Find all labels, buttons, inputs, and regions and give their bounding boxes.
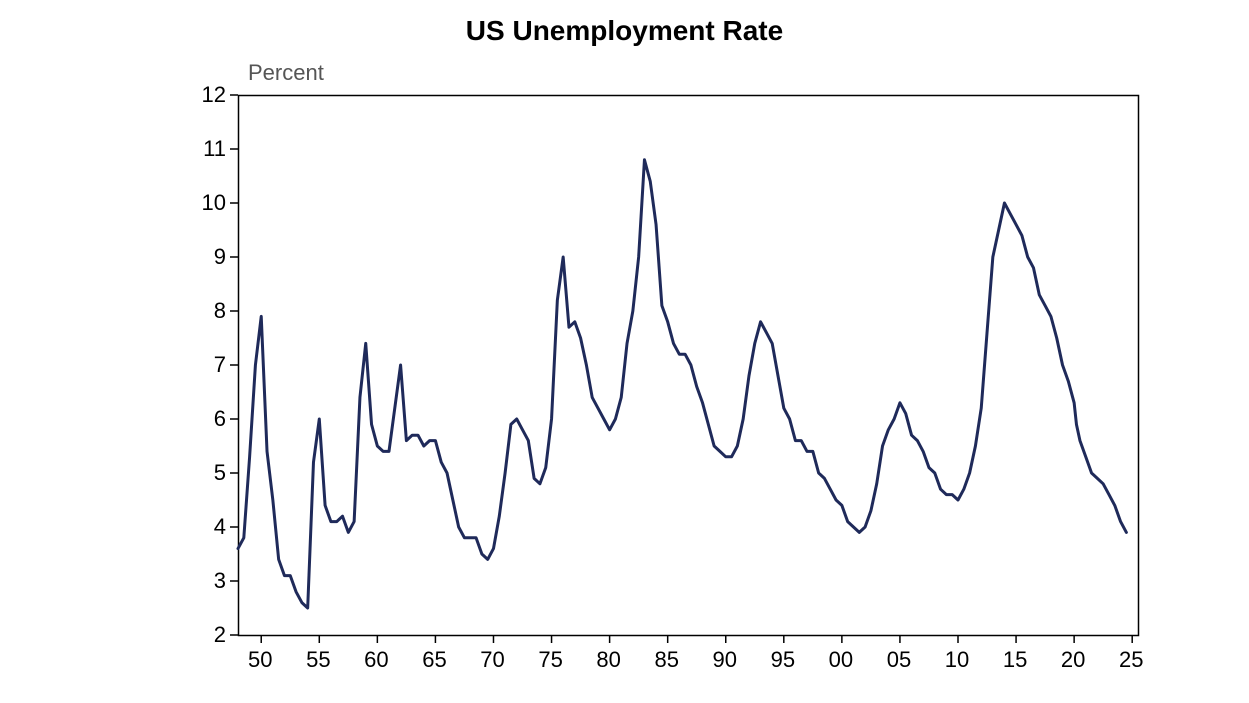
y-tick-label: 2 bbox=[214, 622, 226, 648]
x-tick-label: 05 bbox=[887, 647, 911, 673]
x-tick-label: 00 bbox=[829, 647, 853, 673]
chart-title: US Unemployment Rate bbox=[0, 15, 1249, 47]
y-tick-label: 6 bbox=[214, 406, 226, 432]
x-tick-label: 85 bbox=[654, 647, 678, 673]
y-tick-label: 3 bbox=[214, 568, 226, 594]
y-tick-label: 11 bbox=[203, 136, 226, 162]
y-tick-label: 4 bbox=[214, 514, 226, 540]
x-tick-label: 15 bbox=[1003, 647, 1027, 673]
x-tick-label: 65 bbox=[422, 647, 446, 673]
y-tick-label: 12 bbox=[202, 82, 226, 108]
y-tick-label: 9 bbox=[214, 244, 226, 270]
y-tick-label: 10 bbox=[202, 190, 226, 216]
x-tick-label: 25 bbox=[1119, 647, 1143, 673]
x-tick-label: 75 bbox=[538, 647, 562, 673]
unemployment-chart: US Unemployment Rate Percent 2 3 4 5 6 7 8 9 10 1… bbox=[0, 0, 1249, 703]
y-tick-label: 7 bbox=[214, 352, 226, 378]
x-tick-label: 60 bbox=[364, 647, 388, 673]
x-tick-label: 70 bbox=[480, 647, 504, 673]
x-tick-label: 10 bbox=[945, 647, 969, 673]
y-tick-label: 8 bbox=[214, 298, 226, 324]
x-tick-label: 55 bbox=[306, 647, 330, 673]
y-tick-label: 5 bbox=[214, 460, 226, 486]
x-tick-label: 95 bbox=[771, 647, 795, 673]
x-tick-label: 50 bbox=[248, 647, 272, 673]
x-tick-label: 20 bbox=[1061, 647, 1085, 673]
y-axis-label: Percent bbox=[248, 60, 324, 86]
x-tick-label: 90 bbox=[713, 647, 737, 673]
x-tick-label: 80 bbox=[596, 647, 620, 673]
plot-area bbox=[238, 95, 1140, 637]
